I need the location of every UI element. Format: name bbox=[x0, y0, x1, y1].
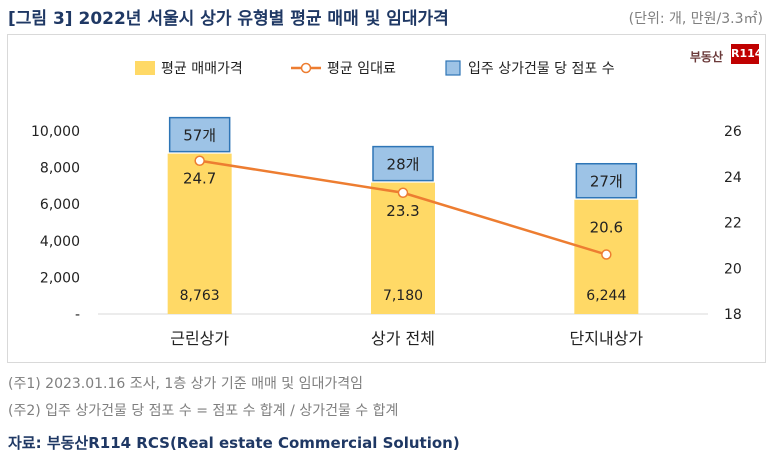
x-category-label: 근린상가 bbox=[170, 329, 229, 348]
source-label: 자료: 부동산R114 RCS(Real estate Commercial S… bbox=[8, 434, 460, 452]
chart-title: [그림 3] 2022년 서울시 상가 유형별 평균 매매 및 임대가격 bbox=[8, 9, 449, 29]
legend-box-swatch bbox=[445, 60, 461, 76]
rent-value-label: 24.7 bbox=[183, 170, 216, 188]
rent-point bbox=[194, 155, 205, 166]
bar-value-label: 6,244 bbox=[586, 288, 626, 304]
bar bbox=[371, 182, 435, 314]
y-left-tick-label: - bbox=[75, 307, 80, 323]
y-left-tick-label: 10,000 bbox=[31, 124, 80, 140]
store-count-label: 27개 bbox=[590, 173, 623, 191]
footnote-1: (주1) 2023.01.16 조사, 1층 상가 기준 매매 및 임대가격임 bbox=[8, 376, 364, 392]
brand-logo-text: 부동산 bbox=[689, 50, 723, 64]
y-right-tick-label: 26 bbox=[724, 124, 742, 140]
y-right-tick-label: 18 bbox=[724, 307, 742, 323]
legend-line-marker bbox=[300, 62, 312, 74]
legend-bar-label: 평균 매매가격 bbox=[161, 61, 243, 77]
x-category-label: 상가 전체 bbox=[371, 329, 435, 348]
bar-value-label: 7,180 bbox=[383, 288, 423, 304]
rent-point bbox=[601, 249, 612, 260]
x-category-label: 단지내상가 bbox=[570, 329, 644, 348]
store-count-box bbox=[575, 162, 638, 199]
y-left-tick-label: 8,000 bbox=[40, 161, 80, 177]
chart-area: - 2,000 4,000 6,000 8,000 10,000 18 20 22 24 26 8,7… bbox=[7, 34, 766, 363]
y-left-tick-label: 4,000 bbox=[40, 234, 80, 250]
unit-label: (단위: 개, 만원/3.3㎡) bbox=[628, 11, 763, 27]
footnote-2: (주2) 입주 상가건물 당 점포 수 = 점포 수 합계 / 상가건물 수 합… bbox=[8, 403, 399, 419]
y-left-tick-label: 2,000 bbox=[40, 270, 80, 286]
store-count-label: 28개 bbox=[387, 156, 420, 174]
y-right-tick-label: 24 bbox=[724, 170, 742, 186]
bar bbox=[167, 153, 232, 314]
legend-box-label: 입주 상가건물 당 점포 수 bbox=[468, 61, 615, 77]
legend-bar-swatch bbox=[135, 61, 155, 75]
y-right-tick-label: 22 bbox=[724, 216, 742, 232]
rent-point bbox=[397, 187, 409, 199]
store-count-box bbox=[168, 116, 231, 153]
y-left-tick-label: 6,000 bbox=[40, 197, 80, 213]
legend-line-label: 평균 임대료 bbox=[327, 61, 396, 77]
y-right-tick-label: 20 bbox=[724, 261, 742, 277]
rent-value-label: 20.6 bbox=[590, 219, 623, 237]
store-count-box bbox=[372, 145, 434, 182]
bar-value-label: 8,763 bbox=[180, 288, 220, 304]
combo-chart: - 2,000 4,000 6,000 8,000 10,000 18 20 22 24 26 8,7… bbox=[31, 60, 742, 348]
rent-value-label: 23.3 bbox=[386, 202, 419, 220]
brand-logo-badge: R114 bbox=[731, 44, 762, 64]
store-count-label: 57개 bbox=[183, 127, 216, 145]
